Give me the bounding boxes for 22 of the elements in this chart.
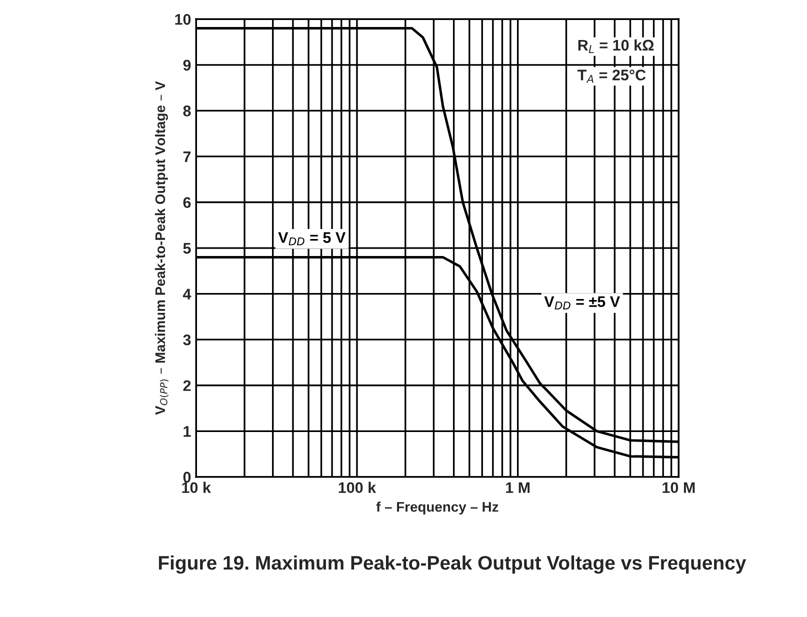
- x-tick-label: 10 k: [182, 482, 211, 494]
- y-tick-label: 10: [175, 14, 191, 25]
- x-tick-label: 1 M: [506, 482, 530, 493]
- y-tick-label: 5: [183, 243, 191, 254]
- text: V$_{DD}$ = ±5 V: [544, 296, 620, 310]
- x-tick-label: 100 k: [338, 482, 376, 494]
- x-tick-label: 10 M: [662, 482, 695, 494]
- text: Figure 19. Maximum Peak-to-Peak Output Voltage vs Frequency: [158, 555, 746, 574]
- y-tick-label: 8: [183, 106, 191, 116]
- y-axis-title: V$_{O(PP)}$ – Maximum Peak-to-Peak Output Voltage – V: [154, 81, 169, 415]
- annotation: R$_{L}$ = 10 kΩ: [578, 39, 654, 53]
- y-tick-label: 6: [183, 197, 191, 208]
- annotation: T$_{A}$ = 25°C: [578, 70, 646, 83]
- y-tick-label: 0: [183, 472, 191, 483]
- series-label: V$_{DD}$ = 5 V: [278, 232, 346, 246]
- y-tick-label: 1: [184, 426, 191, 437]
- x-axis-title: f – Frequency – Hz: [376, 502, 498, 515]
- y-tick-label: 7: [183, 151, 191, 162]
- y-tick-label: 9: [183, 60, 191, 71]
- y-tick-label: 4: [182, 288, 192, 300]
- y-tick-label: 3: [183, 334, 191, 346]
- y-tick-label: 2: [183, 380, 191, 391]
